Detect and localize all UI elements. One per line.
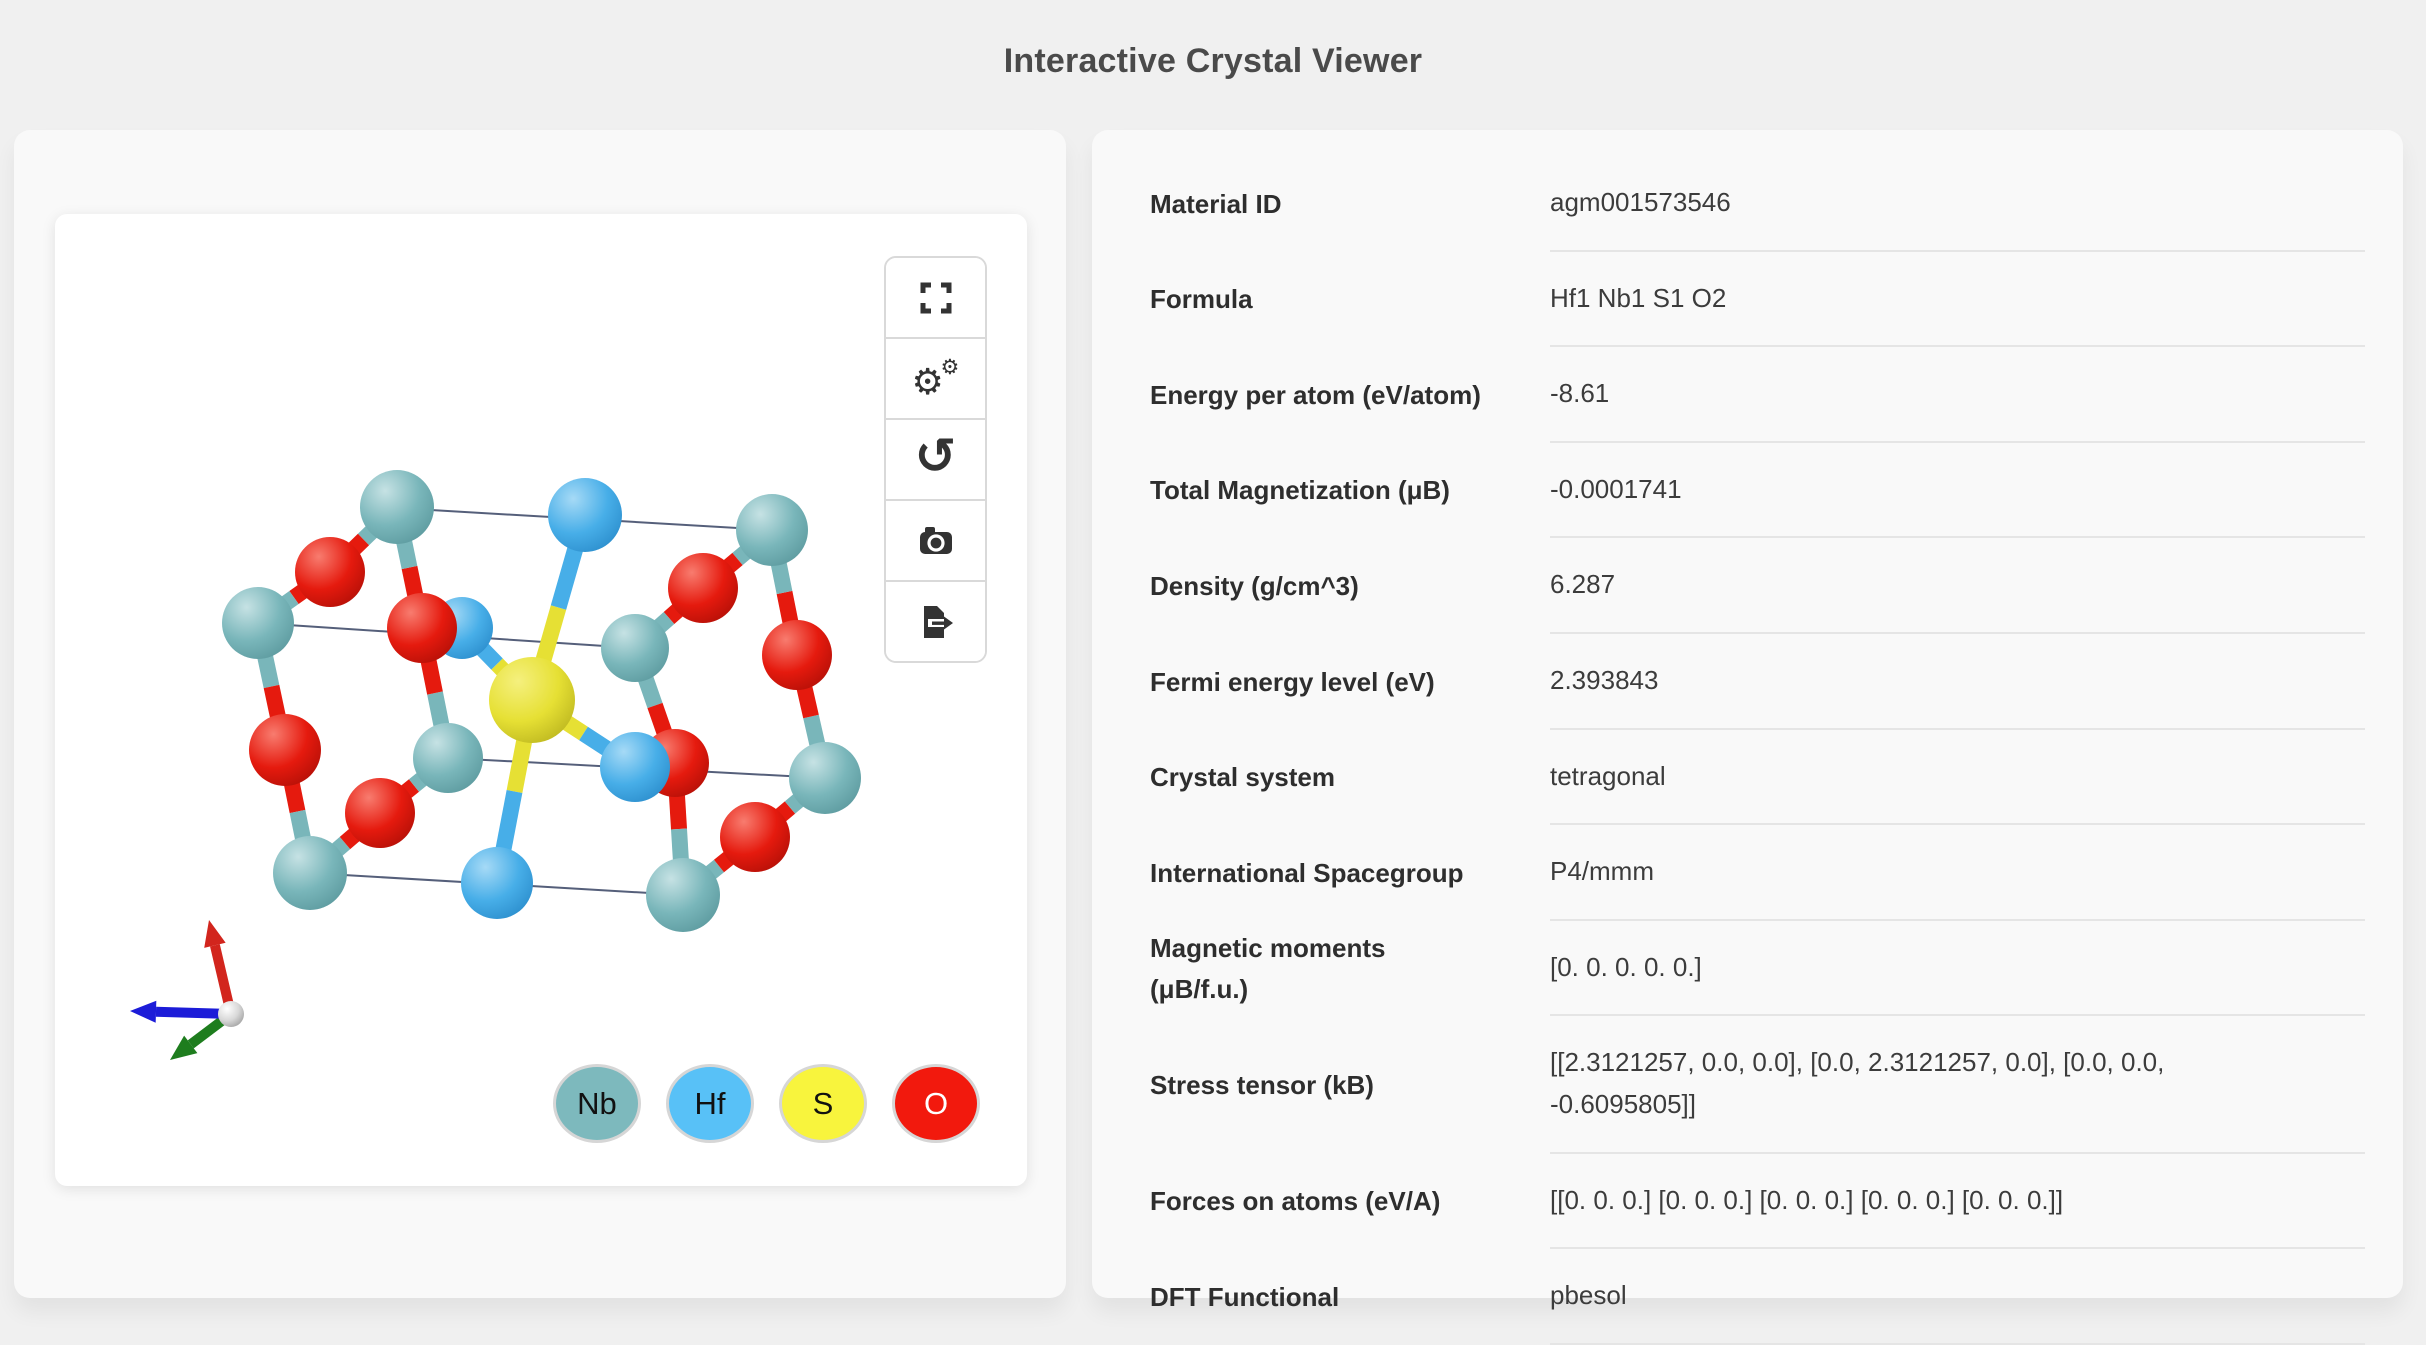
property-label: International Spacegroup xyxy=(1150,857,1464,888)
axes-origin-sphere xyxy=(218,1001,244,1027)
property-label: Forces on atoms (eV/A) xyxy=(1150,1186,1441,1217)
rotate-left-icon: ↺ xyxy=(914,426,957,485)
page-title: Interactive Crystal Viewer xyxy=(1003,42,1423,80)
property-label: Formula xyxy=(1150,284,1253,315)
property-value: Hf1 Nb1 S1 O2 xyxy=(1550,252,2365,348)
property-row: Density (g/cm^3) 6.287 xyxy=(1150,538,2365,634)
atom-Hf xyxy=(600,732,670,802)
property-value: agm001573546 xyxy=(1550,156,2365,252)
atom-O xyxy=(762,620,832,690)
property-value: -0.0001741 xyxy=(1550,443,2365,539)
property-label: Density (g/cm^3) xyxy=(1150,571,1359,602)
property-value: tetragonal xyxy=(1550,730,2365,826)
property-row: Energy per atom (eV/atom) -8.61 xyxy=(1150,347,2365,443)
fullscreen-icon xyxy=(920,282,951,313)
viewer-toolbar: ⚙ ⚙ ↺ xyxy=(884,256,987,663)
property-label: Material ID xyxy=(1150,188,1282,219)
atom-O xyxy=(249,714,321,786)
property-value: -8.61 xyxy=(1550,347,2365,443)
element-legend: Nb Hf S O xyxy=(553,1064,980,1143)
file-export-icon xyxy=(923,605,953,638)
legend-button-Nb[interactable]: Nb xyxy=(553,1064,641,1143)
property-row: Formula Hf1 Nb1 S1 O2 xyxy=(1150,252,2365,348)
property-value: [0. 0. 0. 0. 0.] xyxy=(1550,921,2365,1017)
atom-Nb xyxy=(601,614,669,682)
property-row: Crystal system tetragonal xyxy=(1150,730,2365,826)
property-label: Fermi energy level (eV) xyxy=(1150,666,1435,697)
crystal-viewer-canvas[interactable]: ⚙ ⚙ ↺ Nb Hf S O xyxy=(55,214,1027,1186)
property-label: Crystal system xyxy=(1150,762,1335,793)
property-row: Magnetic moments (μB/f.u.) [0. 0. 0. 0. 0… xyxy=(1150,921,2365,1017)
property-row: DFT Functional pbesol xyxy=(1150,1249,2365,1345)
property-label: Total Magnetization (μB) xyxy=(1150,475,1450,506)
atom-O xyxy=(668,553,738,623)
property-row: Total Magnetization (μB) -0.0001741 xyxy=(1150,443,2365,539)
atom-O xyxy=(345,778,415,848)
properties-panel: Material ID agm001573546 Formula Hf1 Nb1 S1… xyxy=(1092,130,2403,1345)
atom-Nb xyxy=(222,587,294,659)
atom-Hf xyxy=(461,847,533,919)
property-row: Material ID agm001573546 xyxy=(1150,156,2365,252)
viewer-panel: ⚙ ⚙ ↺ Nb Hf S O xyxy=(14,130,1066,1298)
atom-Hf xyxy=(548,478,622,552)
property-row: Stress tensor (kB) [[2.3121257, 0.0, 0.0]… xyxy=(1150,1016,2365,1154)
property-value: 2.393843 xyxy=(1550,634,2365,730)
property-value: P4/mmm xyxy=(1550,825,2365,921)
atom-Nb xyxy=(646,858,720,932)
legend-button-S[interactable]: S xyxy=(779,1064,867,1143)
legend-button-O[interactable]: O xyxy=(892,1064,980,1143)
atom-O xyxy=(720,802,790,872)
property-row: Fermi energy level (eV) 2.393843 xyxy=(1150,634,2365,730)
settings-button[interactable]: ⚙ ⚙ xyxy=(886,339,985,420)
reset-view-button[interactable]: ↺ xyxy=(886,420,985,501)
property-label: Magnetic moments (μB/f.u.) xyxy=(1150,933,1386,1004)
atom-O xyxy=(387,593,457,663)
property-row: International Spacegroup P4/mmm xyxy=(1150,825,2365,921)
fullscreen-button[interactable] xyxy=(886,258,985,339)
property-value: [[0. 0. 0.] [0. 0. 0.] [0. 0. 0.] [0. 0.… xyxy=(1550,1154,2365,1250)
legend-button-Hf[interactable]: Hf xyxy=(666,1064,754,1143)
atom-S xyxy=(489,657,575,743)
gear-icon: ⚙ ⚙ xyxy=(911,354,960,403)
property-value: 6.287 xyxy=(1550,538,2365,634)
property-row: Forces on atoms (eV/A) [[0. 0. 0.] [0. 0.… xyxy=(1150,1154,2365,1250)
property-label: Stress tensor (kB) xyxy=(1150,1069,1374,1100)
atom-O xyxy=(295,537,365,607)
atom-Nb xyxy=(789,742,861,814)
axis-red-arrowhead xyxy=(204,920,226,948)
property-label: Energy per atom (eV/atom) xyxy=(1150,379,1481,410)
atom-Nb xyxy=(360,470,434,544)
properties-table: Material ID agm001573546 Formula Hf1 Nb1 S1… xyxy=(1150,156,2365,1345)
property-value: [[2.3121257, 0.0, 0.0], [0.0, 2.3121257,… xyxy=(1550,1016,2365,1154)
export-button[interactable] xyxy=(886,582,985,661)
camera-icon xyxy=(919,526,952,554)
atom-Nb xyxy=(413,723,483,793)
axis-blue-arrowhead xyxy=(130,1000,157,1023)
property-value: pbesol xyxy=(1550,1249,2365,1345)
orientation-axes xyxy=(130,920,244,1060)
property-label: DFT Functional xyxy=(1150,1281,1340,1312)
screenshot-button[interactable] xyxy=(886,501,985,582)
axis-green-arrowhead xyxy=(170,1035,198,1060)
atom-Nb xyxy=(736,494,808,566)
atom-Nb xyxy=(273,836,347,910)
